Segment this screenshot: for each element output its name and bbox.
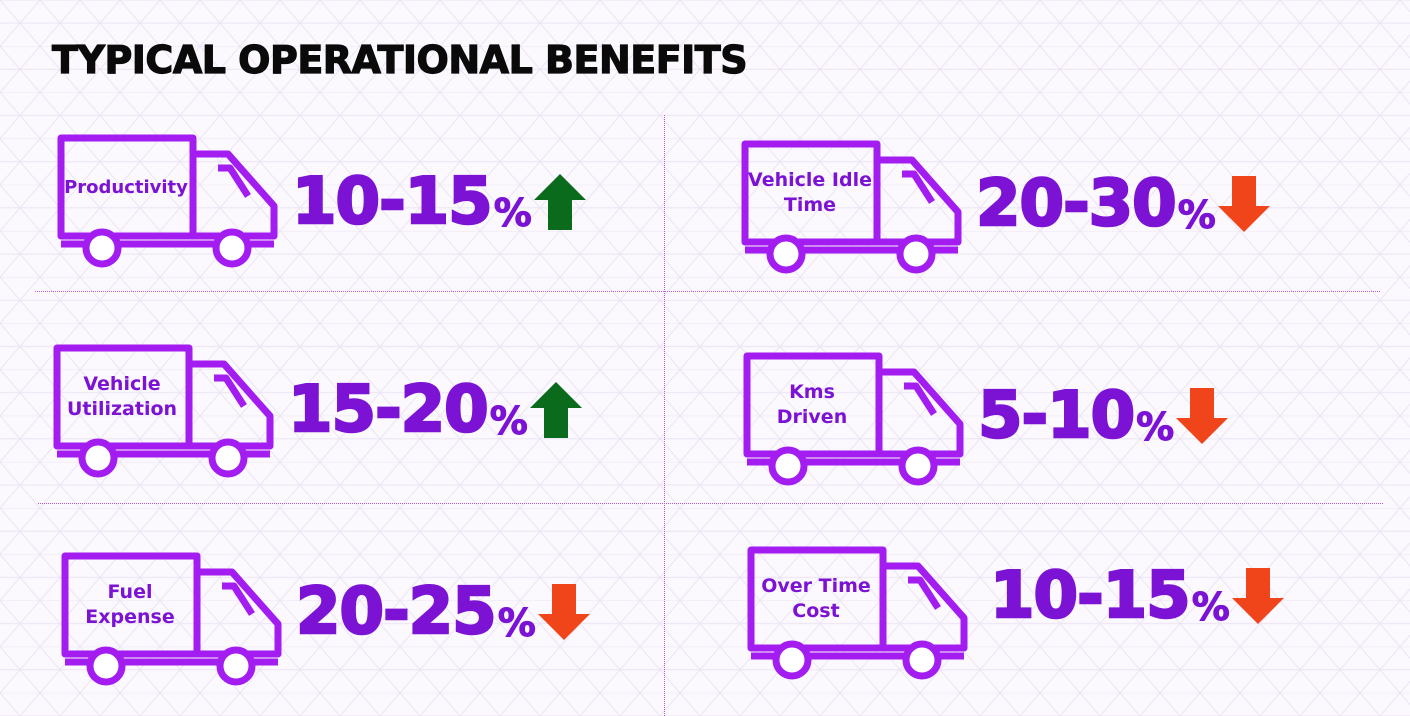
benefit-value: 5-10 <box>977 379 1137 453</box>
benefit-over-time-cost: Over Time Cost 10-15 % <box>746 544 1366 694</box>
benefit-value: 15-20 <box>287 373 490 447</box>
benefit-stat: 15-20 % <box>287 373 582 447</box>
benefit-stat: 5-10 % <box>977 379 1229 453</box>
benefit-label: Fuel Expense <box>85 581 175 628</box>
page-title: TYPICAL OPERATIONAL BENEFITS <box>51 37 748 82</box>
benefit-vehicle-idle-time: Vehicle Idle Time 20-30 % <box>740 138 1360 288</box>
benefit-unit: % <box>493 191 532 235</box>
arrow-down-icon <box>1231 568 1284 624</box>
truck-icon <box>743 352 964 486</box>
truck-icon <box>741 140 962 274</box>
truck-icon <box>61 552 282 686</box>
row-divider <box>38 503 1383 504</box>
arrow-up-icon <box>533 174 586 230</box>
benefit-fuel-expense: Fuel Expense 20-25 % <box>60 550 680 700</box>
benefit-unit: % <box>1136 405 1175 449</box>
benefit-stat: 10-15 % <box>989 559 1284 633</box>
benefit-stat: 20-25 % <box>295 575 590 649</box>
arrow-down-icon <box>537 584 590 640</box>
benefit-stat: 10-15 % <box>291 165 586 239</box>
benefit-value: 20-25 <box>295 575 498 649</box>
row-divider <box>35 291 1380 292</box>
benefit-productivity: Productivity 10-15 % <box>56 132 676 282</box>
benefit-value: 10-15 <box>291 165 494 239</box>
arrow-up-icon <box>529 382 582 438</box>
benefit-label: Vehicle Idle Time <box>748 169 872 216</box>
benefit-unit: % <box>1191 585 1230 629</box>
benefit-value: 20-30 <box>975 167 1178 241</box>
benefit-value: 10-15 <box>989 559 1192 633</box>
truck-icon <box>57 134 278 268</box>
arrow-down-icon <box>1176 388 1229 444</box>
truck-icon <box>747 546 968 680</box>
benefit-kms-driven: Kms Driven 5-10 % <box>742 350 1362 500</box>
benefit-label: Productivity <box>64 176 188 198</box>
column-divider <box>664 115 665 716</box>
arrow-down-icon <box>1217 176 1270 232</box>
truck-icon <box>53 344 274 478</box>
benefit-label: Over Time Cost <box>761 575 871 622</box>
benefit-stat: 20-30 % <box>975 167 1270 241</box>
benefit-unit: % <box>497 601 536 645</box>
benefit-label: Vehicle Utilization <box>66 373 178 420</box>
benefit-label: Kms Driven <box>776 381 848 428</box>
benefit-unit: % <box>1177 193 1216 237</box>
benefit-vehicle-utilization: Vehicle Utilization 15-20 % <box>52 342 672 492</box>
benefit-unit: % <box>489 399 528 443</box>
